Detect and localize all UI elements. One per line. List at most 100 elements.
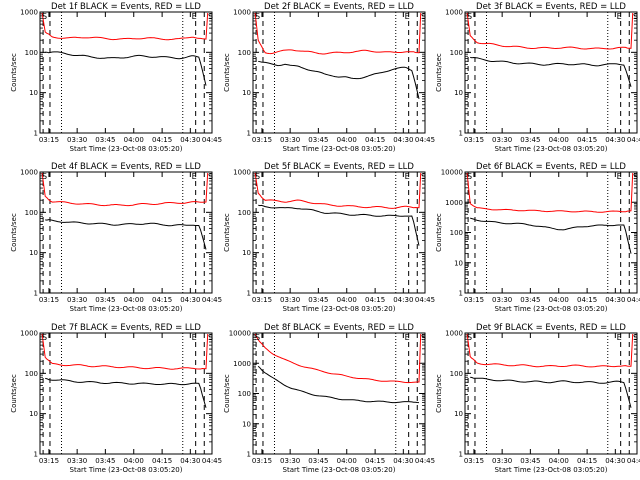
x-tick-label: 04:30 xyxy=(605,136,625,144)
y-tick-label: 100 xyxy=(238,49,251,57)
x-tick-label: 04:15 xyxy=(365,457,385,465)
y-axis-label: Counts/sec xyxy=(223,213,231,252)
y-tick-label: 1000 xyxy=(20,330,38,338)
x-tick-label: 04:30 xyxy=(393,136,413,144)
x-tick-label: 04:30 xyxy=(180,296,200,304)
marker-label-s: S xyxy=(633,12,638,21)
plot-frame xyxy=(464,171,638,294)
x-tick-label: 04:45 xyxy=(202,457,222,465)
series-events-black xyxy=(257,365,420,404)
y-tick-label: 100 xyxy=(450,370,463,378)
y-axis-label: Counts/sec xyxy=(435,53,443,92)
y-tick-label: 100 xyxy=(450,229,463,237)
x-tick-label: 04:00 xyxy=(124,457,144,465)
marker-label-s: S xyxy=(421,12,426,21)
panel-det-6: Det 6f BLACK = Events, RED = LLD 1 10 100 10… xyxy=(435,162,640,313)
plot-frame xyxy=(39,171,213,294)
x-tick-label: 04:30 xyxy=(605,296,625,304)
x-tick-label: 03:45 xyxy=(308,296,328,304)
x-tick-label: 03:30 xyxy=(280,296,300,304)
series-lld-red xyxy=(41,333,209,370)
x-tick-label: 03:15 xyxy=(464,296,484,304)
marker-label-e: E xyxy=(617,172,622,181)
series-events-black xyxy=(470,376,632,408)
y-tick-label: 10000 xyxy=(229,330,251,338)
plot-frame xyxy=(464,11,638,134)
panel-title: Det 8f BLACK = Events, RED = LLD xyxy=(264,323,414,333)
x-tick-label: 04:30 xyxy=(180,457,200,465)
marker-label-s: S xyxy=(208,12,213,21)
y-tick-label: 10 xyxy=(29,410,38,418)
panel-title: Det 2f BLACK = Events, RED = LLD xyxy=(264,2,414,12)
y-tick-label: 100 xyxy=(25,209,38,217)
x-tick-label: 03:45 xyxy=(95,136,115,144)
panel-det-2: Det 2f BLACK = Events, RED = LLD 1 10 100 10… xyxy=(223,2,435,153)
panel-title: Det 1f BLACK = Events, RED = LLD xyxy=(51,2,201,12)
panel-det-1: Det 1f BLACK = Events, RED = LLD 1 10 100 10… xyxy=(10,2,222,153)
y-tick-label: 1000 xyxy=(445,199,463,207)
x-tick-label: 03:30 xyxy=(280,136,300,144)
y-tick-label: 1 xyxy=(459,451,463,459)
marker-label-s: S xyxy=(255,12,260,21)
panel-title: Det 9f BLACK = Events, RED = LLD xyxy=(476,323,626,333)
panel-det-7: Det 7f BLACK = Events, RED = LLD 1 10 100 10… xyxy=(10,323,222,474)
marker-label-e: E xyxy=(405,172,410,181)
x-axis-label: Start Time (23-Oct-08 03:05:20) xyxy=(70,145,183,153)
marker-label-e: E xyxy=(192,12,197,21)
x-tick-label: 04:00 xyxy=(124,136,144,144)
panel-det-4: Det 4f BLACK = Events, RED = LLD 1 10 100 10… xyxy=(10,162,222,313)
series-events-black xyxy=(45,377,207,408)
y-tick-label: 1 xyxy=(34,290,38,298)
marker-label-s: S xyxy=(633,172,638,181)
x-tick-label: 03:30 xyxy=(67,457,87,465)
marker-label-s: S xyxy=(42,172,47,181)
x-tick-label: 03:30 xyxy=(492,296,512,304)
marker-label-s: S xyxy=(421,172,426,181)
y-axis-label: Counts/sec xyxy=(223,53,231,92)
x-axis-label: Start Time (23-Oct-08 03:05:20) xyxy=(283,466,396,474)
y-axis-label: Counts/sec xyxy=(10,213,18,252)
y-axis-label: Counts/sec xyxy=(435,374,443,413)
plot-frame xyxy=(39,332,213,455)
series-events-black xyxy=(258,60,420,100)
series-lld-red xyxy=(254,12,422,55)
series-events-black xyxy=(258,204,420,246)
x-tick-label: 04:15 xyxy=(365,296,385,304)
series-lld-red xyxy=(254,333,422,384)
marker-label-e: E xyxy=(405,333,410,342)
series-lld-red xyxy=(41,12,209,41)
y-tick-label: 1 xyxy=(247,130,251,138)
y-tick-label: 100 xyxy=(238,390,251,398)
x-axis-label: Start Time (23-Oct-08 03:05:20) xyxy=(283,145,396,153)
x-tick-label: 04:00 xyxy=(549,296,569,304)
x-tick-label: 03:30 xyxy=(280,457,300,465)
x-tick-label: 03:30 xyxy=(492,457,512,465)
x-axis-label: Start Time (23-Oct-08 03:05:20) xyxy=(495,145,608,153)
x-tick-label: 04:45 xyxy=(627,136,640,144)
x-tick-label: 04:00 xyxy=(337,136,357,144)
x-axis-label: Start Time (23-Oct-08 03:05:20) xyxy=(495,305,608,313)
y-axis-label: Counts/sec xyxy=(223,374,231,413)
x-axis-label: Start Time (23-Oct-08 03:05:20) xyxy=(495,466,608,474)
panel-title: Det 4f BLACK = Events, RED = LLD xyxy=(51,162,201,172)
y-tick-label: 1000 xyxy=(20,169,38,177)
x-tick-label: 03:30 xyxy=(67,136,87,144)
x-tick-label: 04:00 xyxy=(337,457,357,465)
x-tick-label: 04:45 xyxy=(202,136,222,144)
x-tick-label: 04:45 xyxy=(415,136,435,144)
x-tick-label: 04:15 xyxy=(152,457,172,465)
x-axis-label: Start Time (23-Oct-08 03:05:20) xyxy=(70,305,183,313)
y-tick-label: 1 xyxy=(247,290,251,298)
x-tick-label: 03:45 xyxy=(95,457,115,465)
y-tick-label: 1 xyxy=(459,130,463,138)
marker-label-s: S xyxy=(633,333,638,342)
x-tick-label: 04:15 xyxy=(577,296,597,304)
marker-label-e: E xyxy=(405,12,410,21)
series-lld-red xyxy=(466,333,634,368)
x-tick-label: 03:15 xyxy=(39,296,59,304)
x-tick-label: 03:30 xyxy=(492,136,512,144)
panel-det-9: Det 9f BLACK = Events, RED = LLD 1 10 100 10… xyxy=(435,323,640,474)
y-tick-label: 10 xyxy=(29,89,38,97)
marker-label-s: S xyxy=(42,333,47,342)
